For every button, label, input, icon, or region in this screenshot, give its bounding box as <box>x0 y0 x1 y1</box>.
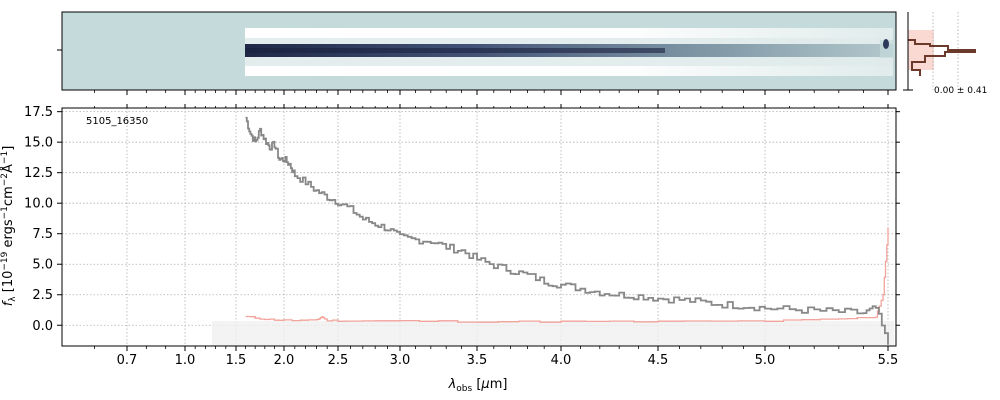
y-axis-label: fλ [10−19 ergs−1cm−2Å−1] <box>0 146 18 307</box>
y-tick-label: 0.0 <box>32 319 53 334</box>
x-tick-label: 4.5 <box>648 353 669 368</box>
object-label: 5105_16350 <box>86 116 148 127</box>
profile-line <box>908 39 976 76</box>
profile-panel: 0.00 ± 0.41 <box>903 12 987 96</box>
x-tick-label: 2.0 <box>274 353 295 368</box>
x-axis-label: λobs [μm] <box>448 377 508 394</box>
x-tick-label: 1.5 <box>226 353 247 368</box>
profile-annotation: 0.00 ± 0.41 <box>934 86 987 96</box>
spectrum-2d-panel <box>57 11 897 95</box>
x-ticks: 0.7 1.0 1.5 2.0 2.5 3.0 3.5 4.0 4.5 5.0 5.5 <box>94 104 899 368</box>
x-tick-label: 2.5 <box>328 353 349 368</box>
x-tick-label: 3.0 <box>390 353 411 368</box>
y-tick-label: 12.5 <box>24 166 53 181</box>
x-tick-label: 5.0 <box>755 353 776 368</box>
y-tick-label: 15.0 <box>24 136 53 151</box>
y-tick-label: 5.0 <box>32 258 53 273</box>
y-tick-label: 7.5 <box>32 227 53 242</box>
x-tick-label: 0.7 <box>117 353 138 368</box>
x-tick-label: 5.5 <box>878 353 899 368</box>
x-tick-label: 4.0 <box>551 353 572 368</box>
flux-series <box>245 116 889 345</box>
contamination-series <box>245 227 889 323</box>
coverage-shade <box>212 321 894 346</box>
y-tick-label: 2.5 <box>32 288 53 303</box>
spectrum-2d-trace-core <box>245 48 665 53</box>
x-tick-label: 1.0 <box>175 353 196 368</box>
y-tick-label: 17.5 <box>24 105 53 120</box>
spectrum-2d-frame <box>61 11 897 91</box>
spectrum-2d-xticks <box>94 90 889 95</box>
spectrum-1d-panel: 0.7 1.0 1.5 2.0 2.5 3.0 3.5 4.0 4.5 5.0 5.5 0.0 2.5… <box>0 104 900 394</box>
spectrum-2d-blob <box>883 39 889 49</box>
y-ticks: 0.0 2.5 5.0 7.5 10.0 12.5 15.0 17.5 <box>24 105 900 334</box>
spectrum-1d-frame <box>61 107 897 347</box>
y-tick-label: 10.0 <box>24 197 53 212</box>
x-tick-label: 3.5 <box>467 353 488 368</box>
